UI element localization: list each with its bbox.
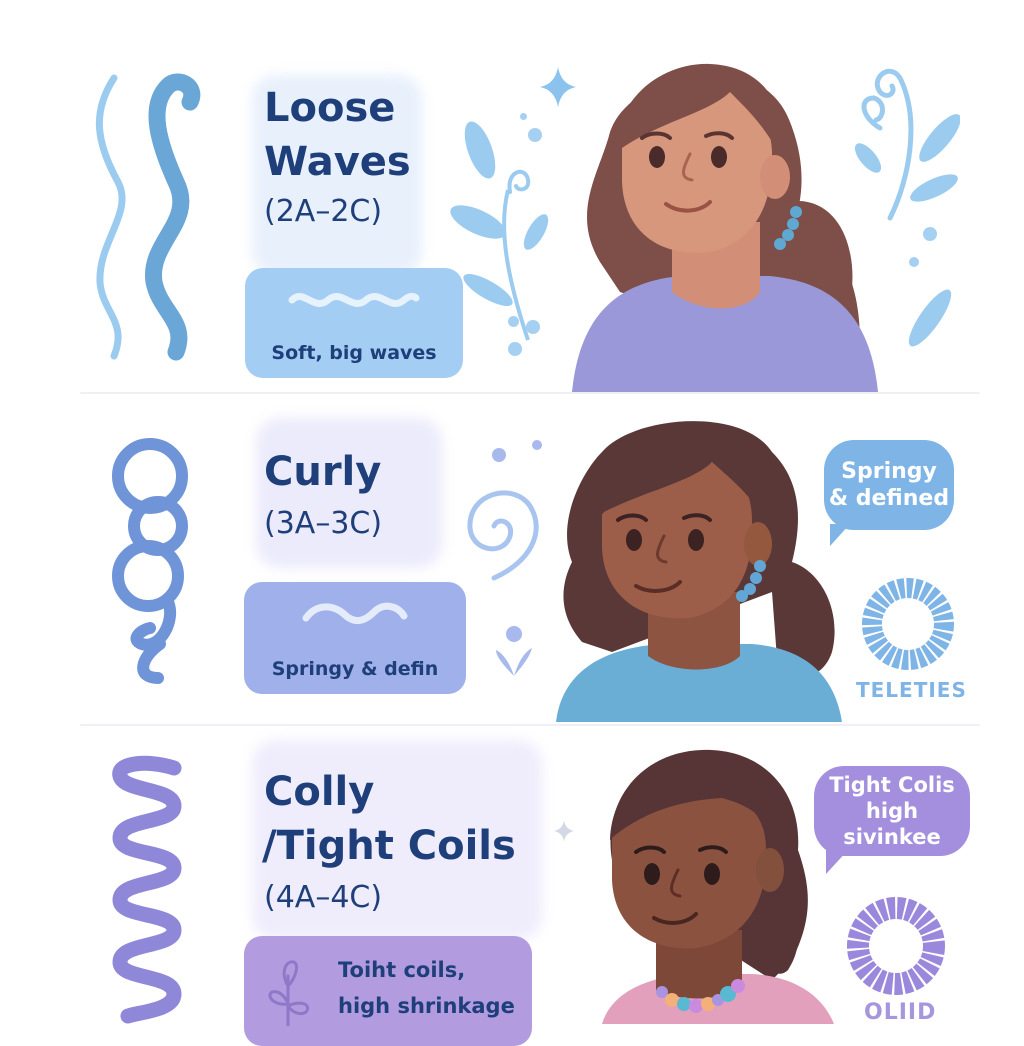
section-range: (4A–4C) <box>264 880 383 915</box>
title-highlight <box>252 740 542 940</box>
dot-decoration <box>532 440 542 450</box>
swirl-leaf-sprig-icon <box>854 68 960 347</box>
title-highlight <box>252 75 422 275</box>
wave-glyph-icon <box>288 292 420 307</box>
bubble-line2: high sivinkee <box>843 798 941 850</box>
section-title-line1: Colly <box>264 769 375 815</box>
section-divider <box>80 724 980 726</box>
section-title: Curly <box>264 449 382 495</box>
character-coily-hair <box>602 749 834 1024</box>
scrunchie-icon <box>847 897 945 995</box>
accessory-label: TELETIES <box>856 678 967 702</box>
section-title-line2: Waves <box>264 139 411 185</box>
swirl-icon <box>467 490 539 581</box>
section-title-line2: /Tight Coils <box>262 823 516 869</box>
dot-decoration <box>508 342 522 356</box>
dot-decoration <box>526 320 540 334</box>
sprout-icon <box>496 626 532 676</box>
curly-spiral-icon <box>112 438 188 684</box>
bubble-tail <box>826 850 848 874</box>
wave-glyph-icon <box>302 602 408 624</box>
dot-decoration <box>520 113 527 120</box>
loose-wave-thick-icon <box>145 73 201 361</box>
sparkle-icon <box>540 67 576 107</box>
description-card: Springy & defin <box>244 582 466 694</box>
dot-decoration <box>508 316 519 327</box>
section-range: (3A–3C) <box>264 506 383 541</box>
card-label-line1: Toiht coils, <box>338 958 466 982</box>
section-title-line1: Loose <box>264 85 396 131</box>
character-wavy-hair <box>572 63 878 392</box>
speech-bubble: Tight Colis high sivinkee <box>814 766 970 874</box>
scrunchie-icon <box>862 578 954 670</box>
character-curly-hair <box>556 421 842 722</box>
card-label: Springy & defin <box>271 658 439 680</box>
description-card: Soft, big waves <box>245 268 463 378</box>
dot-decoration <box>528 128 542 142</box>
card-label: Soft, big waves <box>271 342 437 364</box>
dot-decoration <box>492 448 506 462</box>
coily-zigzag-icon <box>112 755 182 1024</box>
section-coily: Colly /Tight Coils (4A–4C) Toiht coils, … <box>0 730 1024 1046</box>
loose-wave-thin-icon <box>95 74 126 360</box>
bubble-line1: Springy <box>841 458 937 484</box>
bubble-tail <box>830 524 850 546</box>
speech-bubble: Springy & defined <box>824 440 954 546</box>
card-label-line2: high shrinkage <box>338 994 515 1018</box>
beaded-necklace <box>656 979 745 1013</box>
bubble-line1: Tight Colis <box>829 772 955 797</box>
bubble-line2: & defined <box>828 486 950 511</box>
accessory-label: OLIID <box>864 1000 937 1025</box>
section-loose-waves: Loose Waves (2A–2C) Soft, big waves <box>0 0 1024 395</box>
section-divider <box>80 392 980 394</box>
description-card: Toiht coils, high shrinkage <box>244 936 532 1046</box>
section-curly: Curly (3A–3C) Springy & defin Springy & … <box>0 398 1024 724</box>
sparkle-icon <box>554 820 574 842</box>
title-highlight <box>256 418 442 568</box>
leaf-sprig-icon <box>450 121 549 341</box>
section-range: (2A–2C) <box>264 194 383 229</box>
leaf-sketch-icon <box>268 960 309 1026</box>
